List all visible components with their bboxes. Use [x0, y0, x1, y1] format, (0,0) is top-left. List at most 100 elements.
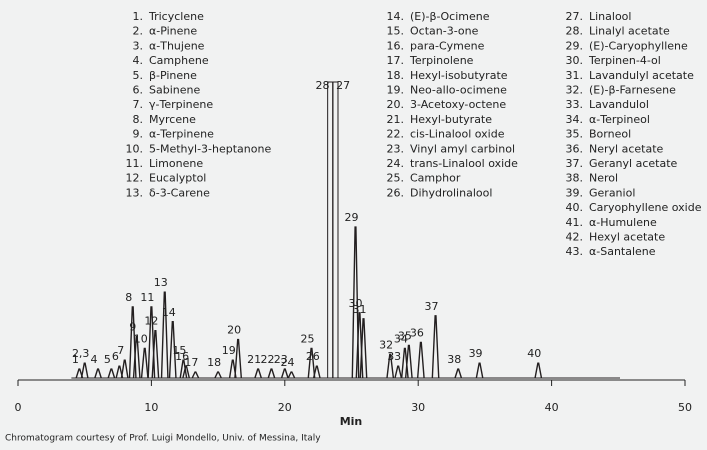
legend-name: Geranyl acetate	[589, 157, 678, 170]
peak	[132, 335, 141, 379]
peak	[416, 341, 425, 379]
legend-number: 9.	[133, 128, 144, 141]
peak	[94, 368, 102, 379]
legend-number: 30.	[566, 54, 584, 67]
peak	[267, 368, 276, 379]
peak	[151, 329, 160, 379]
legend-number: 27.	[566, 10, 584, 23]
legend-name: Tricyclene	[148, 10, 204, 23]
peak-label: 4	[91, 353, 98, 366]
peak	[234, 338, 243, 379]
peak-label: 23	[274, 353, 288, 366]
legend-name: Octan-3-one	[410, 25, 479, 38]
legend-number: 20.	[387, 98, 405, 111]
x-tick-label: 50	[678, 401, 692, 414]
peak-label: 13	[154, 276, 168, 289]
peak-label: 2,3	[72, 347, 90, 360]
legend-name: Geraniol	[589, 186, 635, 199]
peak	[147, 306, 156, 379]
x-axis-label: Min	[340, 415, 363, 428]
legend-number: 5.	[133, 69, 144, 82]
legend-number: 6.	[133, 84, 144, 97]
peak-label: 35	[398, 329, 412, 342]
legend-name: cis-Linalool oxide	[410, 128, 505, 141]
peak-label: 22	[260, 353, 274, 366]
legend-number: 33.	[566, 98, 584, 111]
legend-name: γ-Terpinene	[149, 98, 213, 111]
peak-label: 38	[447, 353, 461, 366]
peak	[287, 371, 296, 379]
legend-name: Camphene	[149, 54, 209, 67]
peak	[475, 362, 484, 379]
legend-name: Lavandulyl acetate	[589, 69, 694, 82]
legend-number: 39.	[566, 186, 584, 199]
legend-number: 28.	[566, 25, 584, 38]
legend-number: 37.	[566, 157, 584, 170]
legend-name: β-Pinene	[149, 69, 197, 82]
legend-number: 24.	[387, 157, 405, 170]
legend-name: Hexyl-isobutyrate	[410, 69, 508, 82]
x-tick-label: 10	[144, 401, 158, 414]
peak	[120, 359, 129, 379]
peak	[80, 362, 89, 379]
peak	[140, 347, 149, 379]
legend-name: α-Pinene	[149, 25, 197, 38]
peak	[534, 362, 543, 379]
legend-name: 5-Methyl-3-heptanone	[149, 142, 271, 155]
peak	[182, 365, 190, 379]
legend-number: 40.	[566, 201, 584, 214]
peak-label: 32	[379, 338, 393, 351]
legend-number: 23.	[387, 142, 405, 155]
peak	[312, 365, 321, 379]
legend-name: 3-Acetoxy-octene	[410, 98, 506, 111]
legend-number: 16.	[387, 39, 405, 52]
legend-number: 3.	[133, 39, 144, 52]
peak	[75, 368, 84, 379]
legend-name: Nerol	[589, 172, 618, 185]
legend-number: 19.	[387, 84, 405, 97]
peak-label: 24	[280, 356, 294, 369]
peak-label: 33	[387, 350, 401, 363]
peak	[168, 321, 177, 379]
peak-label: 29	[345, 211, 359, 224]
legend-name: para-Cymene	[410, 39, 485, 52]
legend-number: 22.	[387, 128, 405, 141]
x-tick-label: 40	[545, 401, 559, 414]
legend-number: 35.	[566, 128, 584, 141]
legend-number: 43.	[566, 245, 584, 258]
peak-label: 27	[336, 79, 350, 92]
legend-number: 4.	[133, 54, 144, 67]
peak	[115, 365, 124, 379]
legend-number: 7.	[133, 98, 144, 111]
legend-name: α-Thujene	[149, 39, 205, 52]
x-tick-label: 20	[278, 401, 292, 414]
legend-number: 29.	[566, 39, 584, 52]
legend-name: Lavandulol	[589, 98, 649, 111]
legend-name: Caryophyllene oxide	[589, 201, 702, 214]
peak	[128, 306, 137, 379]
legend-number: 42.	[566, 231, 584, 244]
peak-label: 25	[300, 332, 314, 345]
peak	[191, 371, 200, 379]
legend-number: 1.	[133, 10, 144, 23]
legend-number: 13.	[126, 186, 144, 199]
legend-name: α-Terpinene	[149, 128, 214, 141]
legend-name: trans-Linalool oxide	[410, 157, 518, 170]
peak	[404, 344, 413, 379]
peak-label: 9	[129, 321, 136, 334]
peak	[386, 353, 395, 379]
peak-label: 39	[469, 347, 483, 360]
legend-number: 32.	[566, 84, 584, 97]
peak	[254, 368, 262, 379]
peak-label: 6	[112, 350, 119, 363]
peak-label: 15	[172, 344, 186, 357]
peak	[107, 368, 116, 379]
peak-label: 10	[134, 332, 148, 345]
x-tick-label: 30	[411, 401, 425, 414]
legend-name: Myrcene	[149, 113, 196, 126]
legend-name: Borneol	[589, 128, 631, 141]
peak-label: 19	[222, 344, 236, 357]
legend-name: Neo-allo-ocimene	[410, 84, 507, 97]
peak-label: 37	[425, 300, 439, 313]
legend-name: Terpinolene	[409, 54, 474, 67]
